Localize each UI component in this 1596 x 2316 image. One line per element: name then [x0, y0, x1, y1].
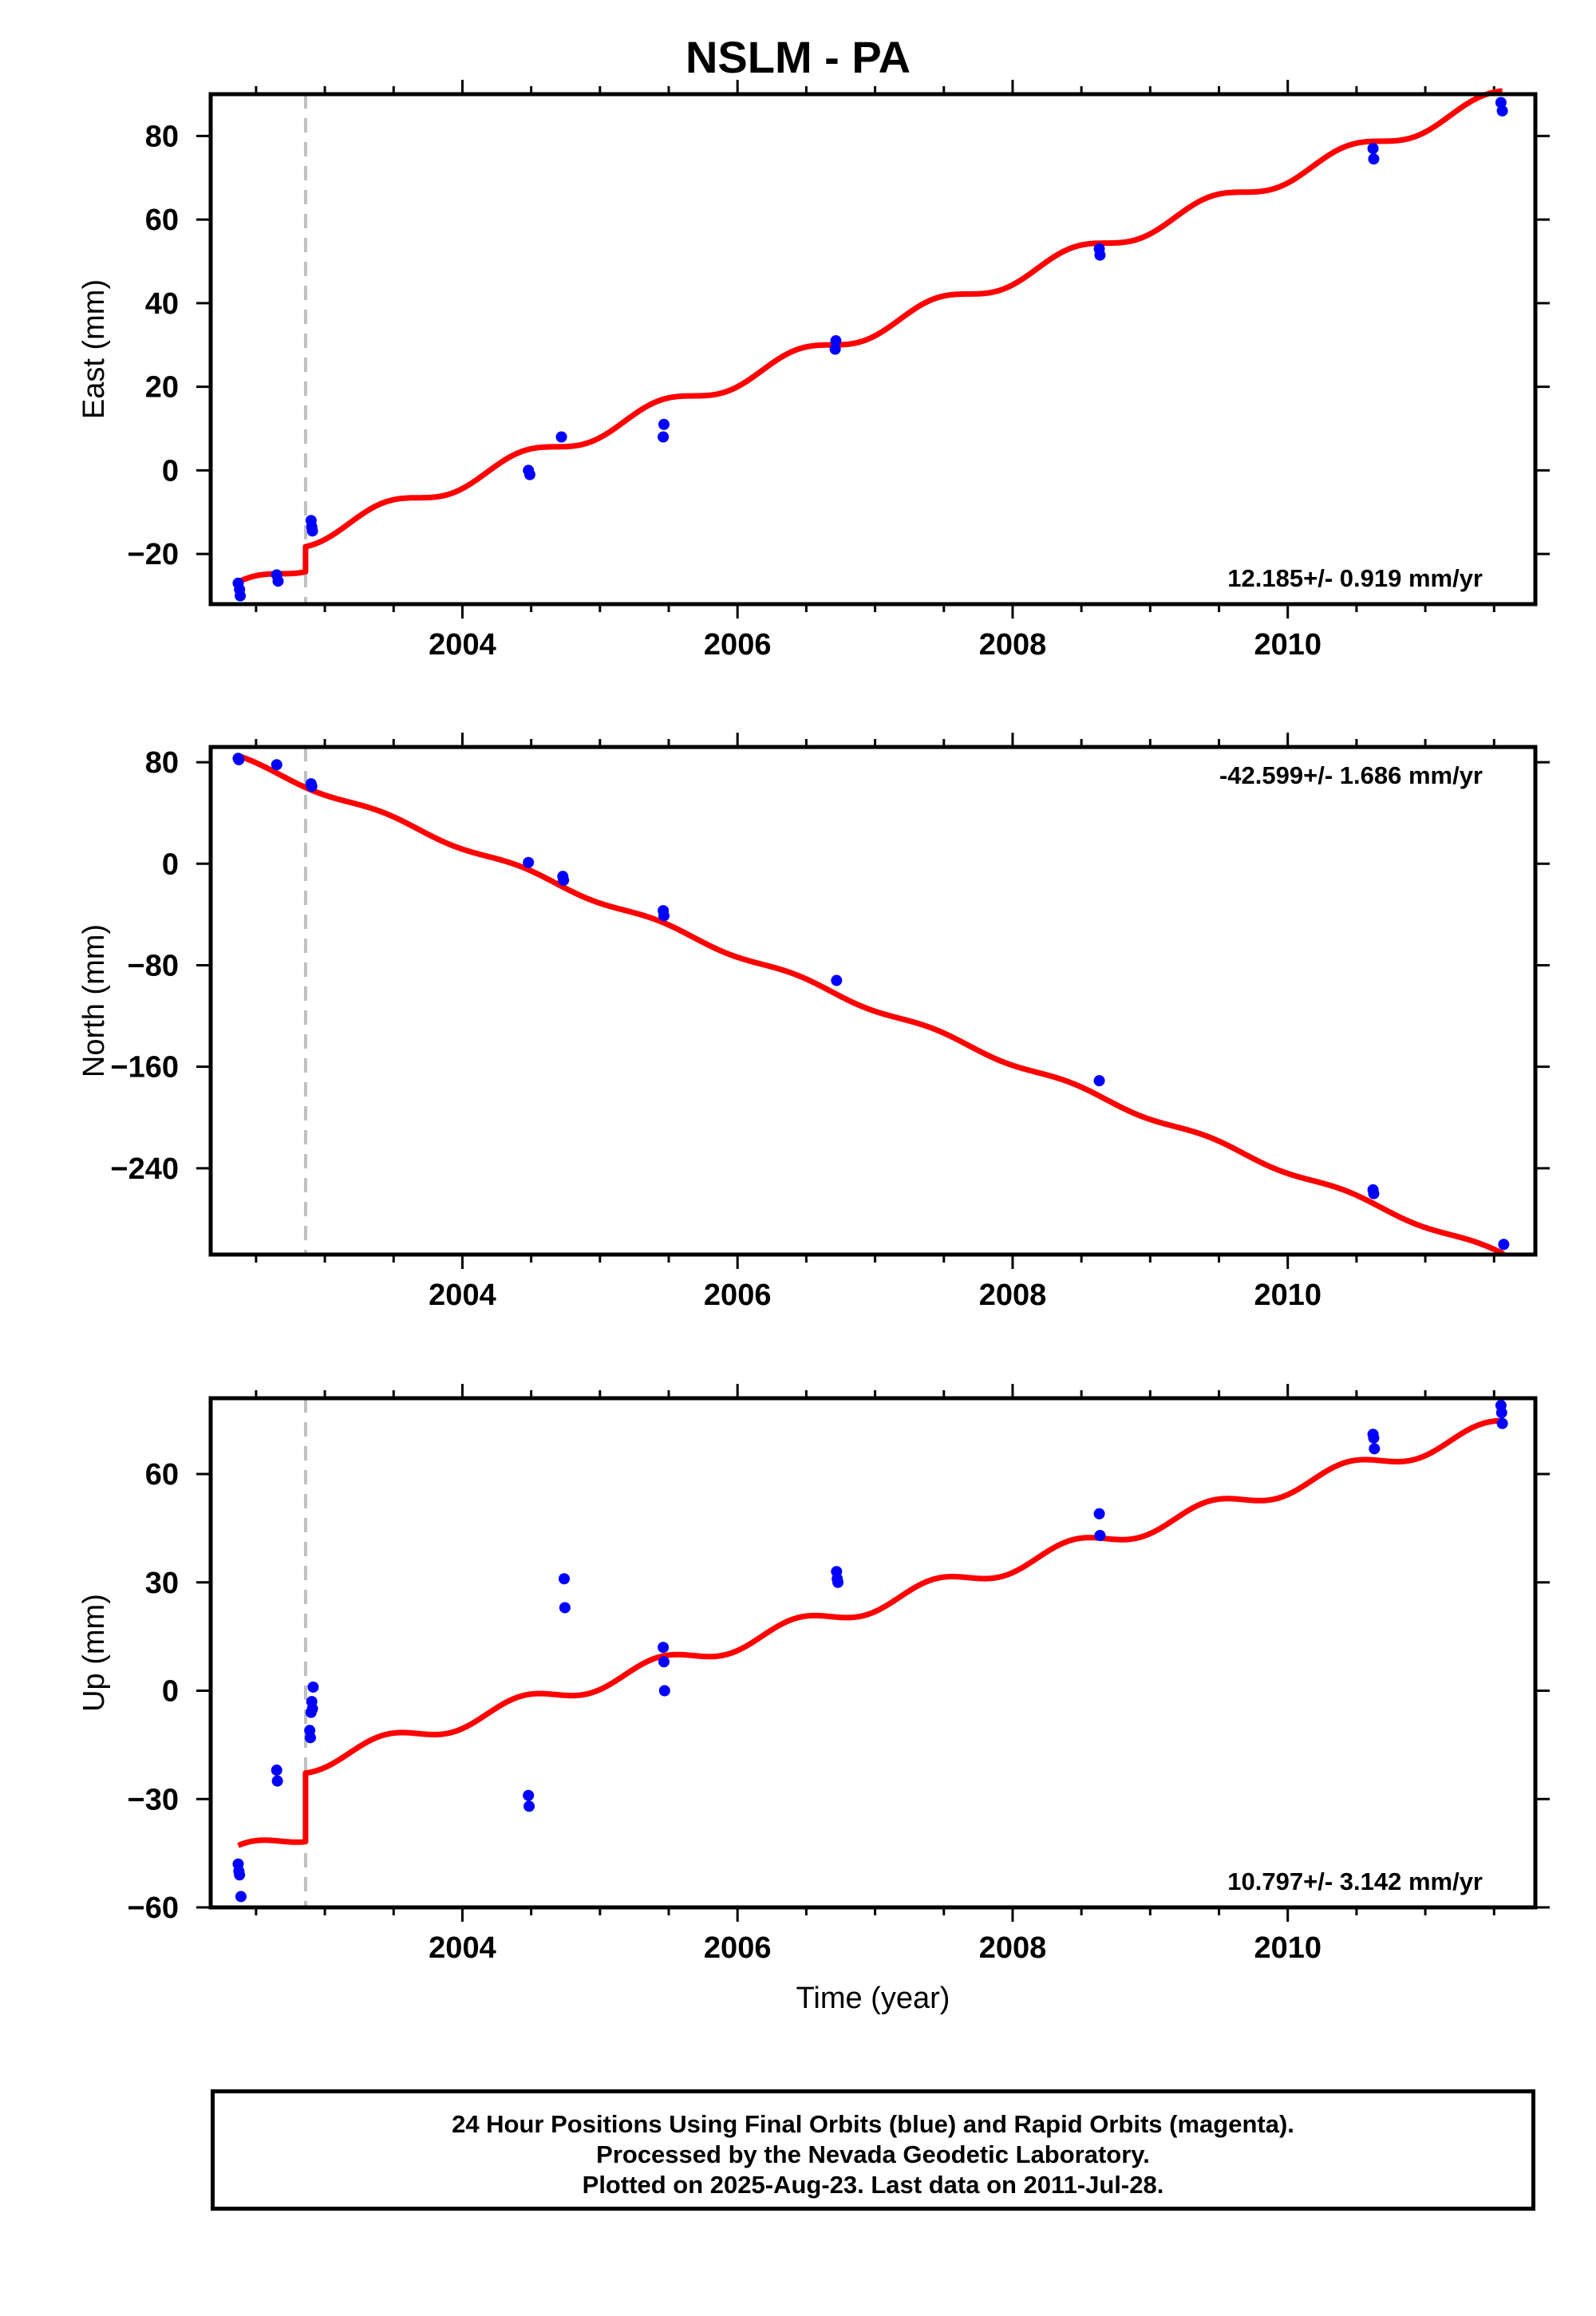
up-rate-label: 10.797+/- 3.142 mm/yr [1227, 1867, 1483, 1895]
east-y-axis-label: East (mm) [77, 279, 111, 419]
up-plot-frame [208, 1396, 1538, 1910]
east-plot-frame [208, 92, 1538, 607]
up-y-tick-label: 60 [145, 1458, 179, 1492]
x-axis-label: Time (year) [796, 1982, 950, 2015]
north-y-tick-label: −80 [128, 949, 179, 982]
north-data-point [523, 856, 535, 868]
north-data-point [658, 910, 670, 922]
east-data-point [1094, 249, 1106, 261]
up-y-tick-label: −30 [128, 1783, 179, 1816]
north-data-point [1498, 1239, 1510, 1251]
east-x-tick-label: 2004 [429, 628, 496, 662]
up-data-point [271, 1765, 282, 1777]
east-data-point [235, 590, 247, 602]
up-data-point [235, 1891, 247, 1903]
north-y-tick-label: −240 [110, 1152, 179, 1186]
up-data-point [306, 1703, 318, 1715]
north-data-point [558, 874, 570, 886]
north-x-tick-label: 2006 [704, 1279, 772, 1312]
east-data-point [1495, 97, 1507, 109]
up-data-point [1496, 1417, 1508, 1429]
up-x-tick-label: 2008 [979, 1931, 1047, 1965]
footer-line-orbits: 24 Hour Positions Using Final Orbits (bl… [452, 2110, 1294, 2138]
north-x-tick-label: 2008 [979, 1279, 1047, 1312]
up-data-point [523, 1800, 535, 1812]
up-data-point [1369, 1443, 1381, 1455]
north-y-tick-label: 0 [162, 848, 179, 881]
up-data-point [1368, 1432, 1380, 1444]
up-data-point [658, 1642, 670, 1654]
east-x-tick-label: 2008 [979, 628, 1047, 662]
north-data-point [271, 759, 282, 771]
east-data-point [829, 343, 841, 355]
north-fit-line [235, 753, 1506, 1257]
east-x-tick-label: 2006 [704, 628, 772, 662]
north-x-tick-label: 2010 [1254, 1279, 1321, 1312]
north-data-point [1368, 1188, 1380, 1199]
north-data-point [1093, 1075, 1105, 1087]
east-data-point [1367, 143, 1379, 155]
north-y-tick-label: −160 [110, 1051, 179, 1085]
east-y-tick-label: 20 [145, 371, 179, 405]
east-data-point [658, 418, 670, 430]
east-y-tick-label: −20 [128, 538, 179, 571]
up-data-point [1094, 1529, 1106, 1541]
east-y-tick-label: 60 [145, 204, 179, 237]
up-data-point [658, 1656, 670, 1668]
up-data-point [307, 1681, 319, 1693]
north-y-tick-label: 80 [145, 746, 179, 780]
east-data-point [555, 431, 567, 443]
east-fit-line [235, 88, 1505, 585]
east-x-tick-label: 2010 [1254, 628, 1321, 662]
up-data-point [658, 1685, 670, 1697]
up-data-point [1495, 1407, 1507, 1419]
up-y-tick-label: −60 [128, 1891, 179, 1925]
north-y-axis-label: North (mm) [77, 924, 111, 1077]
east-y-tick-label: 80 [145, 120, 179, 153]
north-data-point [831, 974, 843, 986]
up-data-point [559, 1602, 571, 1614]
north-data-point [233, 753, 245, 765]
up-x-tick-label: 2010 [1254, 1931, 1321, 1965]
up-data-point [832, 1576, 844, 1588]
up-y-axis-label: Up (mm) [77, 1594, 111, 1712]
east-y-tick-label: 0 [162, 454, 179, 488]
north-plot-frame [208, 745, 1538, 1257]
up-data-point [234, 1869, 246, 1881]
footer-line-plotted: Plotted on 2025-Aug-23. Last data on 201… [582, 2171, 1164, 2199]
east-data-point [272, 575, 284, 587]
up-fit-line [235, 1417, 1505, 1848]
footer-line-processed: Processed by the Nevada Geodetic Laborat… [596, 2140, 1150, 2168]
up-data-point [523, 1789, 535, 1801]
east-rate-label: 12.185+/- 0.919 mm/yr [1227, 564, 1483, 592]
up-data-point [271, 1775, 283, 1787]
east-data-point [830, 335, 842, 347]
up-data-point [559, 1573, 571, 1585]
footer-legend-box: 24 Hour Positions Using Final Orbits (bl… [211, 2089, 1535, 2211]
up-data-point [304, 1732, 316, 1744]
up-y-tick-label: 30 [145, 1567, 179, 1600]
east-y-tick-label: 40 [145, 287, 179, 321]
north-data-point [306, 781, 318, 792]
up-data-point [1093, 1508, 1105, 1520]
up-x-tick-label: 2006 [704, 1931, 772, 1965]
page-title: NSLM - PA [685, 32, 911, 82]
east-data-point [1496, 105, 1508, 117]
north-x-tick-label: 2004 [429, 1279, 496, 1312]
east-data-point [306, 525, 318, 537]
up-y-tick-label: 0 [162, 1675, 179, 1709]
north-rate-label: -42.599+/- 1.686 mm/yr [1219, 761, 1483, 789]
east-data-point [523, 468, 535, 480]
east-data-point [1368, 153, 1380, 165]
up-x-tick-label: 2004 [429, 1931, 496, 1965]
east-data-point [658, 431, 670, 443]
